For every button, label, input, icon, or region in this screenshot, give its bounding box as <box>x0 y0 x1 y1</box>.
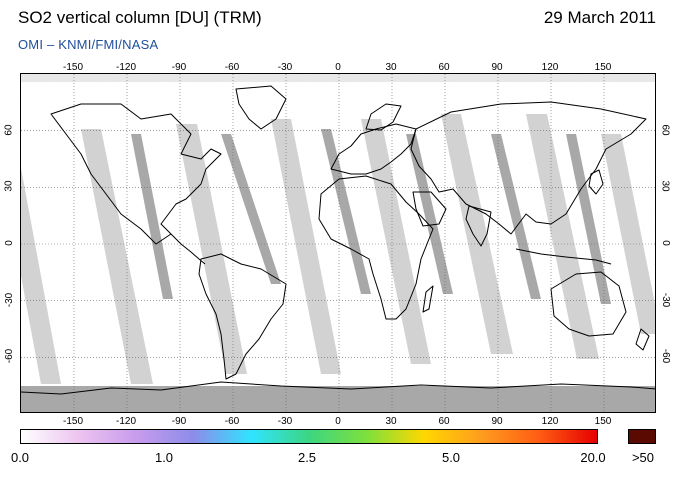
map-date: 29 March 2011 <box>543 8 656 27</box>
lon-tick-bottom: -30 <box>277 416 293 427</box>
orbit-gap <box>81 129 153 384</box>
lon-tick-top: 150 <box>594 62 612 73</box>
lat-tick-text: -30 <box>659 292 671 307</box>
coastline-africa <box>318 175 434 320</box>
colorbar-label: 1.0 <box>154 450 174 465</box>
orbit-gap <box>21 168 61 384</box>
coastline-japan <box>588 169 604 195</box>
coastlines <box>21 85 655 395</box>
lat-tick-text: 60 <box>660 124 671 136</box>
lon-tick-top: -30 <box>277 62 293 73</box>
lon-tick-top: -120 <box>115 62 137 73</box>
lon-tick-top: 30 <box>385 62 397 73</box>
lat-tick-text: 0 <box>660 240 671 246</box>
orbit-gap <box>601 134 655 334</box>
lon-tick-bottom: -150 <box>62 416 84 427</box>
lon-tick-top: -150 <box>62 62 84 73</box>
lat-tick-left: -30 <box>2 285 18 315</box>
lat-tick-text: 0 <box>4 240 15 246</box>
lat-tick-right: -60 <box>657 341 673 371</box>
color-scale-bar <box>20 429 598 444</box>
lat-tick-text: 60 <box>4 124 15 136</box>
orbit-gap <box>526 114 599 359</box>
lat-tick-left: 0 <box>2 228 18 258</box>
lat-tick-text: -30 <box>3 292 15 307</box>
lon-tick-bottom: 0 <box>335 416 341 427</box>
map-title: SO2 vertical column [DU] (TRM) <box>18 8 262 27</box>
overflow-color-box <box>628 429 656 444</box>
coastline-indonesia <box>515 248 612 265</box>
orbit-gap <box>176 124 247 374</box>
lon-tick-bottom: -90 <box>171 416 187 427</box>
lon-tick-bottom: 120 <box>541 416 559 427</box>
orbit-gap <box>271 119 341 374</box>
graticule <box>21 74 655 412</box>
coastline-asia <box>410 101 647 235</box>
lat-tick-text: -60 <box>659 349 671 364</box>
colorbar-overflow-label: >50 <box>631 450 655 465</box>
orbit-overlap <box>406 134 453 294</box>
lon-tick-top: 120 <box>541 62 559 73</box>
missing-data-swaths <box>21 74 655 412</box>
orbit-overlap <box>491 134 541 299</box>
colorbar-label: 20.0 <box>580 450 606 465</box>
lat-tick-right: 0 <box>657 228 673 258</box>
lon-tick-top: 60 <box>438 62 450 73</box>
world-map <box>20 73 656 413</box>
orbit-gap <box>441 114 513 354</box>
coastline-india <box>465 205 492 247</box>
lon-tick-bottom: 90 <box>491 416 503 427</box>
coastline-south-america <box>198 253 287 380</box>
coastline-antarctica <box>21 381 655 395</box>
lat-tick-text: 30 <box>4 180 15 192</box>
lon-tick-bottom: 150 <box>594 416 612 427</box>
map-canvas <box>21 74 655 412</box>
lat-tick-right: -30 <box>657 285 673 315</box>
lon-tick-top: 90 <box>491 62 503 73</box>
credit-line: OMI – KNMI/FMI/NASA <box>18 37 159 52</box>
coastline-europe <box>330 123 417 175</box>
coastline-new-zealand <box>635 328 650 351</box>
coastline-north-america <box>50 103 222 245</box>
lat-tick-text: -60 <box>3 349 15 364</box>
coastline-scandinavia <box>365 103 402 131</box>
lat-tick-text: 30 <box>660 180 671 192</box>
orbit-overlap <box>221 134 281 284</box>
antarctic-missing-band <box>21 386 655 412</box>
colorbar-label: 0.0 <box>10 450 30 465</box>
lon-tick-bottom: -60 <box>224 416 240 427</box>
lat-tick-left: 30 <box>2 171 18 201</box>
lon-tick-bottom: 60 <box>438 416 450 427</box>
lon-tick-top: -60 <box>224 62 240 73</box>
lat-tick-right: 30 <box>657 171 673 201</box>
lat-tick-left: 60 <box>2 115 18 145</box>
lat-tick-right: 60 <box>657 115 673 145</box>
colorbar-label: 5.0 <box>441 450 461 465</box>
colorbar-label: 2.5 <box>297 450 317 465</box>
lon-tick-bottom: -120 <box>115 416 137 427</box>
coastline-madagascar <box>422 285 434 313</box>
coastline-arabia <box>412 191 447 227</box>
arctic-missing-band <box>21 74 655 82</box>
coastline-australia <box>550 271 627 337</box>
lat-tick-left: -60 <box>2 341 18 371</box>
lon-tick-top: -90 <box>171 62 187 73</box>
coastline-greenland <box>235 85 287 130</box>
orbit-overlap <box>131 134 173 299</box>
lon-tick-bottom: 30 <box>385 416 397 427</box>
lon-tick-top: 0 <box>335 62 341 73</box>
